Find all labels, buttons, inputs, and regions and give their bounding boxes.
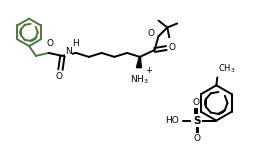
Text: O: O: [148, 29, 155, 38]
Text: O: O: [46, 39, 53, 48]
Text: +: +: [145, 66, 152, 75]
Text: O: O: [168, 43, 175, 52]
Polygon shape: [136, 57, 141, 68]
Text: H: H: [72, 39, 78, 48]
Text: HO: HO: [165, 116, 179, 125]
Text: CH$_3$: CH$_3$: [218, 63, 236, 76]
Text: O: O: [193, 98, 200, 107]
Text: N: N: [65, 47, 72, 56]
Text: S: S: [193, 116, 201, 126]
Text: O: O: [56, 72, 63, 81]
Text: NH$_3$: NH$_3$: [130, 74, 148, 86]
Text: O: O: [194, 134, 201, 143]
